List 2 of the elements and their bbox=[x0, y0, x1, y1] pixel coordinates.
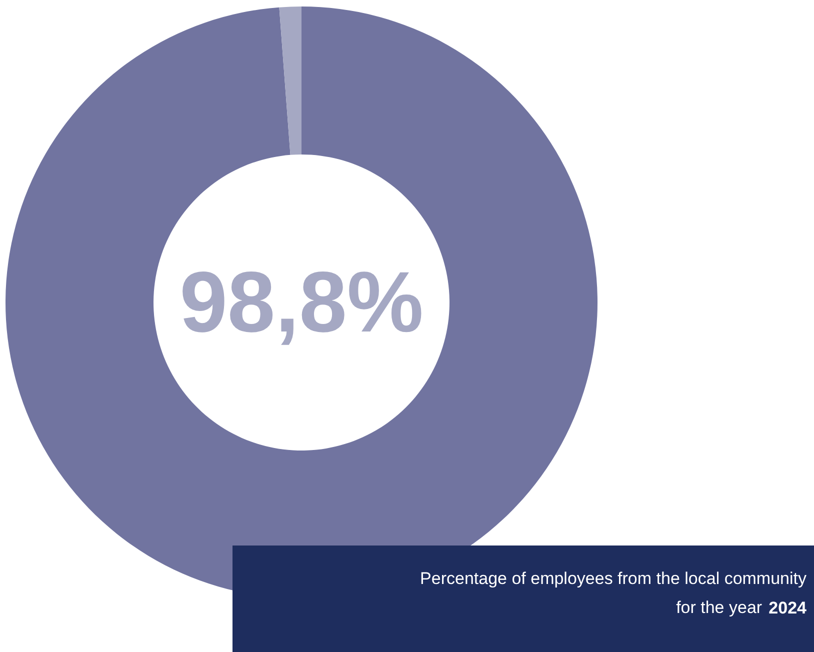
text: Percentage of employees from the local community for the year 2024 bbox=[420, 569, 808, 618]
data-label: 98,8% bbox=[180, 254, 424, 350]
